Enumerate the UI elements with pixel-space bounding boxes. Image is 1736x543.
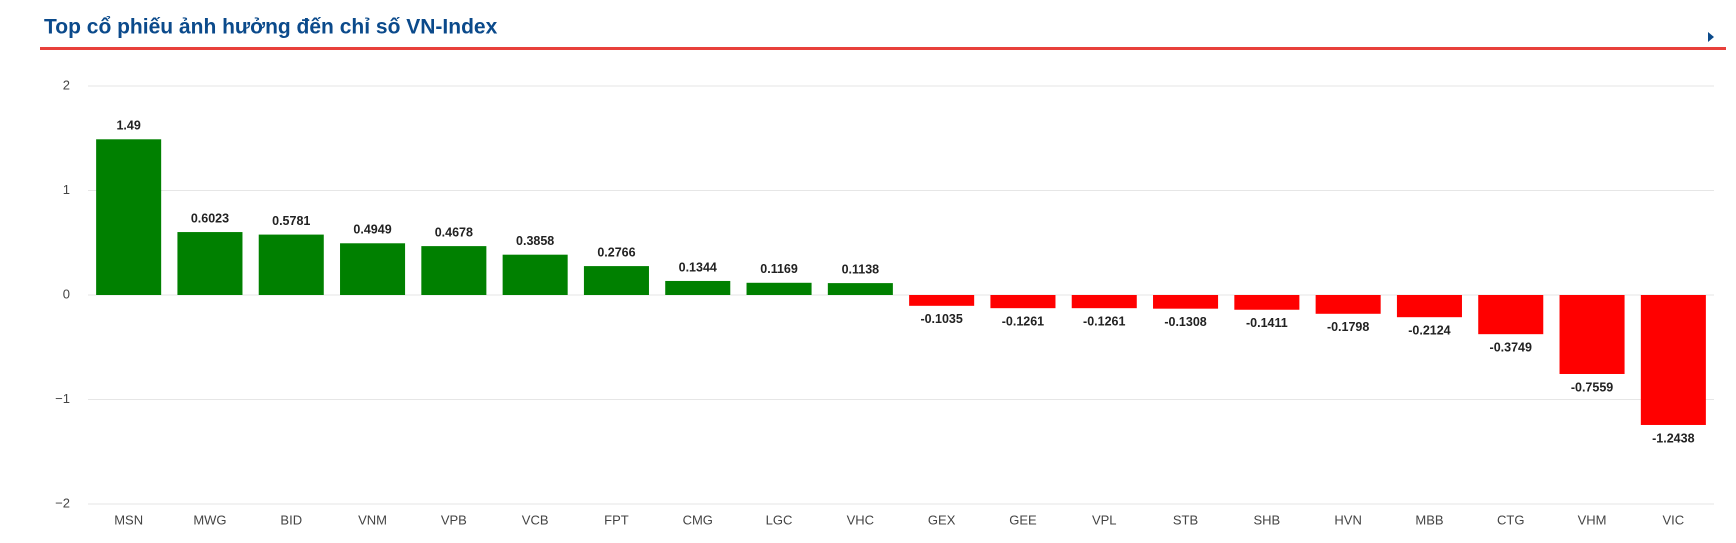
value-label: 1.49 — [116, 119, 140, 133]
bar — [827, 283, 893, 295]
bar — [340, 243, 406, 295]
bar — [1478, 295, 1544, 335]
more-arrow[interactable] — [1708, 32, 1714, 42]
title-underline — [40, 47, 1726, 50]
bar — [258, 234, 324, 295]
bar — [746, 282, 812, 295]
value-label: 0.4949 — [353, 223, 391, 237]
bar — [421, 246, 487, 295]
bar — [177, 232, 243, 295]
value-label: -0.1411 — [1246, 316, 1288, 330]
value-label: -0.1798 — [1327, 320, 1369, 334]
value-label: -0.2124 — [1408, 323, 1450, 337]
bar — [1396, 295, 1462, 318]
bar — [665, 280, 731, 295]
value-label: 0.1138 — [842, 262, 880, 276]
value-label: 0.5781 — [272, 214, 310, 228]
x-tick-label: CTG — [1497, 512, 1524, 527]
chart-title: Top cổ phiếu ảnh hưởng đến chỉ số VN-Ind… — [44, 16, 498, 39]
bar — [583, 266, 649, 295]
value-label: -0.3749 — [1490, 340, 1532, 354]
x-tick-label: MWG — [193, 512, 226, 527]
y-tick-label: 0 — [63, 286, 70, 301]
x-tick-label: HVN — [1334, 512, 1361, 527]
x-tick-label: VPB — [441, 512, 467, 527]
value-label: 0.2766 — [597, 245, 635, 259]
x-tick-label: VHM — [1578, 512, 1607, 527]
x-tick-label: GEX — [928, 512, 956, 527]
bar — [1315, 295, 1381, 314]
value-label: -0.1261 — [1002, 314, 1044, 328]
value-label: 0.1344 — [679, 260, 717, 274]
value-label: 0.4678 — [435, 225, 473, 239]
x-tick-label: VIC — [1663, 512, 1685, 527]
bar — [1234, 295, 1300, 310]
bar — [502, 254, 568, 295]
x-tick-label: LGC — [766, 512, 793, 527]
value-label: -0.1035 — [920, 312, 962, 326]
x-tick-label: VPL — [1092, 512, 1117, 527]
value-label: -0.1261 — [1083, 314, 1125, 328]
x-tick-label: STB — [1173, 512, 1198, 527]
bar — [990, 295, 1056, 309]
bar — [1640, 295, 1706, 425]
bar — [1559, 295, 1625, 374]
x-tick-label: FPT — [604, 512, 629, 527]
x-tick-label: MSN — [114, 512, 143, 527]
bar — [1153, 295, 1219, 309]
y-tick-label: 1 — [63, 182, 70, 197]
bar — [909, 295, 975, 306]
x-tick-label: VCB — [522, 512, 549, 527]
value-label: 0.1169 — [760, 262, 798, 276]
value-label: 0.6023 — [191, 211, 229, 225]
value-label: -0.1308 — [1164, 315, 1206, 329]
value-label: 0.3858 — [516, 234, 554, 248]
bar — [96, 139, 162, 295]
x-tick-label: VHC — [847, 512, 874, 527]
value-label: -1.2438 — [1652, 431, 1694, 445]
x-tick-label: MBB — [1415, 512, 1443, 527]
value-label: -0.7559 — [1571, 380, 1613, 394]
x-tick-label: GEE — [1009, 512, 1037, 527]
bar — [1071, 295, 1137, 309]
x-tick-label: SHB — [1253, 512, 1280, 527]
y-tick-label: −1 — [55, 391, 70, 406]
x-tick-label: BID — [280, 512, 302, 527]
y-tick-label: 2 — [63, 77, 70, 92]
x-tick-label: CMG — [683, 512, 713, 527]
x-tick-label: VNM — [358, 512, 387, 527]
y-tick-label: −2 — [55, 495, 70, 510]
